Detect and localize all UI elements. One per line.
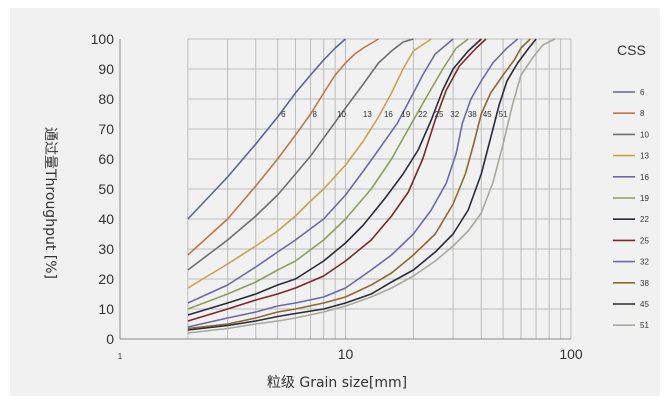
- legend-label-10: 10: [640, 130, 649, 139]
- legend-label-22: 22: [640, 215, 649, 224]
- legend-label-6: 6: [640, 88, 645, 97]
- legend: 6 8 10 13 16 19 22 25 32 38 45 51: [613, 88, 649, 330]
- y-tick-label: 100: [91, 31, 115, 47]
- y-axis-label: 通过量Throughput [%]: [42, 127, 58, 279]
- curve-19: [187, 38, 469, 310]
- curve-label-38: 38: [468, 110, 477, 119]
- curve-8: [187, 38, 379, 256]
- curve-45: [187, 38, 537, 331]
- y-axis-ticks: 0 10 20 30 40 50 60 70 80 90 100: [91, 31, 115, 347]
- legend-label-16: 16: [640, 173, 649, 182]
- curve-13: [187, 38, 432, 289]
- curve-label-32: 32: [450, 110, 459, 119]
- curve-25: [187, 38, 487, 322]
- legend-label-19: 19: [640, 194, 649, 203]
- chart-card: 0 10 20 30 40 50 60 70 80 90 100 1 10 100 通过量Through…: [10, 8, 660, 396]
- curve-32: [187, 38, 519, 328]
- curve-10: [187, 38, 414, 271]
- x-tick-label: 10: [338, 346, 354, 362]
- y-tick-label: 10: [98, 301, 114, 317]
- legend-label-51: 51: [640, 321, 649, 330]
- curve-label-19: 19: [401, 110, 410, 119]
- legend-title: CSS: [617, 42, 646, 58]
- curve-label-6: 6: [281, 110, 286, 119]
- curve-label-16: 16: [384, 110, 393, 119]
- y-tick-label: 60: [98, 151, 114, 167]
- legend-label-8: 8: [640, 109, 645, 118]
- x-axis-ticks: 1 10 100: [118, 346, 583, 362]
- curve-22: [187, 38, 482, 316]
- legend-label-13: 13: [640, 152, 649, 161]
- curve-51: [187, 38, 556, 334]
- curve-labels: 6 8 10 13 16 19 22 25 32 38 45 51: [281, 110, 508, 119]
- curve-label-10: 10: [337, 110, 346, 119]
- y-tick-label: 20: [98, 271, 114, 287]
- x-tick-label: 100: [559, 346, 583, 362]
- y-tick-label: 30: [98, 241, 114, 257]
- curve-label-25: 25: [435, 110, 444, 119]
- legend-label-45: 45: [640, 300, 649, 309]
- curve-label-13: 13: [363, 110, 372, 119]
- y-tick-label: 90: [98, 61, 114, 77]
- x-tick-label: 1: [118, 352, 123, 361]
- curve-6: [187, 38, 347, 220]
- curve-16: [187, 38, 454, 304]
- y-tick-label: 0: [106, 331, 114, 347]
- legend-label-25: 25: [640, 236, 649, 245]
- curve-label-45: 45: [483, 110, 492, 119]
- legend-label-32: 32: [640, 258, 649, 267]
- curve-label-22: 22: [418, 110, 427, 119]
- curves: [187, 38, 556, 334]
- y-tick-label: 40: [98, 211, 114, 227]
- curve-label-8: 8: [312, 110, 317, 119]
- y-tick-label: 80: [98, 91, 114, 107]
- curve-label-51: 51: [499, 110, 508, 119]
- grid-lines: [119, 38, 572, 340]
- legend-label-38: 38: [640, 279, 649, 288]
- x-axis-label: 粒级 Grain size[mm]: [267, 375, 407, 391]
- curve-38: [187, 38, 531, 330]
- y-tick-label: 50: [98, 181, 114, 197]
- y-tick-label: 70: [98, 121, 114, 137]
